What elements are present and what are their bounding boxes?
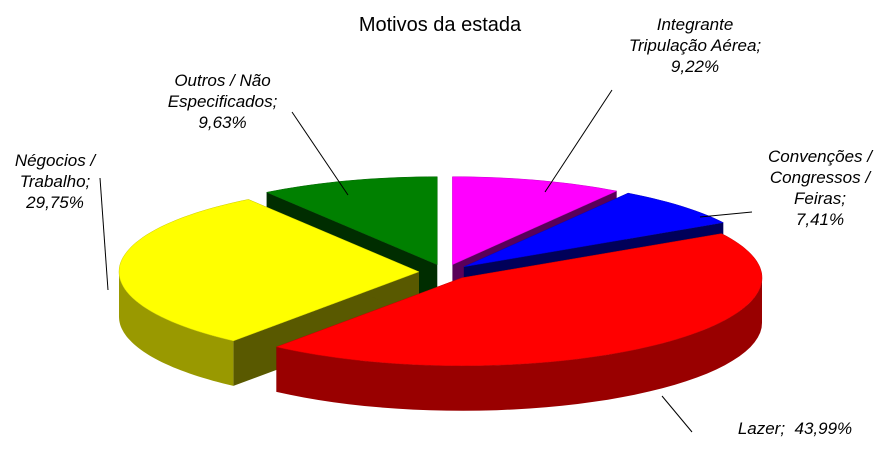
label-name: Outros / Não Especificados; <box>167 71 278 111</box>
label-name: Convenções / Congressos / Feiras; <box>768 147 872 208</box>
leader-line <box>99 177 109 291</box>
label-value: 9,63% <box>198 113 247 132</box>
data-label: Négocios / Trabalho; 29,75% <box>0 150 110 213</box>
label-name: Négocios / Trabalho; <box>14 151 96 191</box>
label-value: 9,22% <box>670 57 720 76</box>
data-label: Lazer; 43,99% <box>700 418 890 439</box>
slice <box>118 199 420 342</box>
label-name: Integrante Tripulação Aérea; <box>628 15 762 55</box>
data-label: Convenções / Congressos / Feiras; 7,41% <box>745 146 894 230</box>
slice <box>452 176 618 266</box>
leader-line <box>661 395 693 433</box>
slice <box>463 192 725 268</box>
data-label: Integrante Tripulação Aérea; 9,22% <box>620 14 770 77</box>
slice-wall <box>276 277 762 411</box>
chart-title: Motivos da estada <box>358 14 522 36</box>
leader-line <box>699 211 753 218</box>
slice <box>265 176 438 266</box>
leader-line <box>291 111 349 196</box>
leader-line <box>544 89 613 193</box>
label-name: Lazer; <box>737 419 786 438</box>
label-value: 43,99% <box>794 419 853 438</box>
label-value: 29,75% <box>26 193 84 212</box>
data-label: Outros / Não Especificados; 9,63% <box>140 70 305 133</box>
slice-wall <box>119 271 234 386</box>
label-value: 7,41% <box>795 210 845 229</box>
slice <box>275 233 763 367</box>
